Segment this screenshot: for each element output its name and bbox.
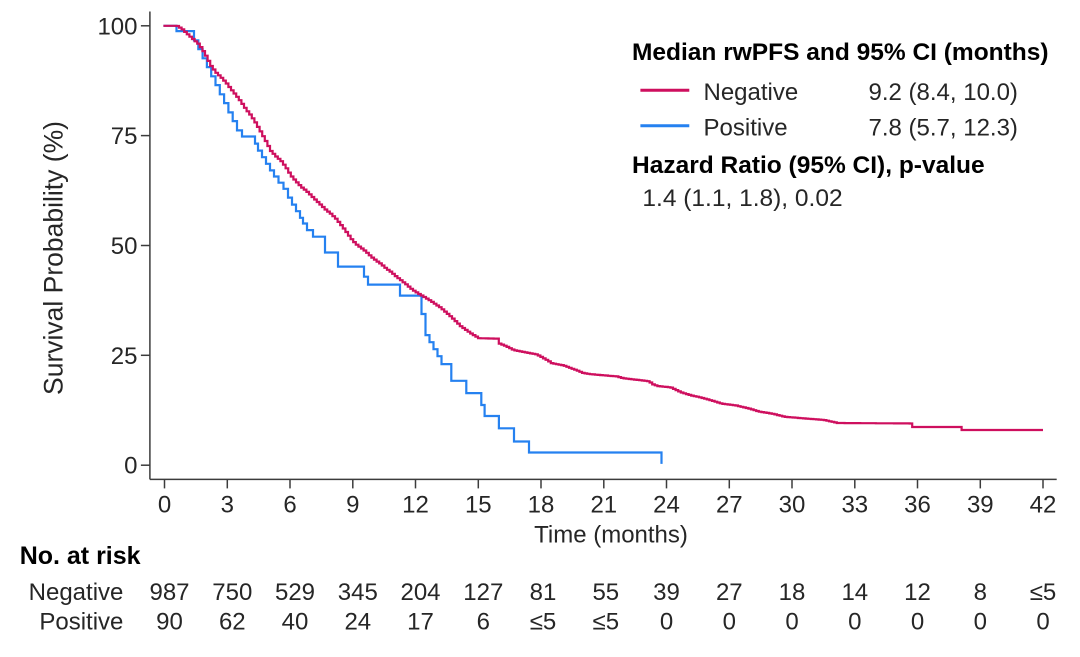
svg-text:Positive: Positive bbox=[704, 114, 788, 141]
svg-text:Negative: Negative bbox=[29, 579, 124, 606]
svg-text:≤5: ≤5 bbox=[1030, 579, 1057, 606]
svg-text:Median rwPFS and 95% CI (month: Median rwPFS and 95% CI (months) bbox=[632, 39, 1049, 66]
svg-text:100: 100 bbox=[97, 13, 137, 40]
svg-text:345: 345 bbox=[338, 579, 378, 606]
svg-text:6: 6 bbox=[283, 492, 296, 519]
svg-text:21: 21 bbox=[590, 492, 617, 519]
svg-text:3: 3 bbox=[221, 492, 234, 519]
svg-text:62: 62 bbox=[219, 609, 246, 636]
svg-text:18: 18 bbox=[528, 492, 555, 519]
svg-text:Survival Probability (%): Survival Probability (%) bbox=[39, 121, 69, 395]
svg-text:75: 75 bbox=[111, 123, 138, 150]
svg-text:39: 39 bbox=[653, 579, 680, 606]
svg-text:12: 12 bbox=[904, 579, 931, 606]
svg-text:27: 27 bbox=[716, 579, 743, 606]
svg-text:14: 14 bbox=[841, 579, 868, 606]
svg-text:0: 0 bbox=[848, 609, 861, 636]
svg-text:6: 6 bbox=[477, 609, 490, 636]
svg-text:987: 987 bbox=[149, 579, 189, 606]
svg-text:18: 18 bbox=[779, 579, 806, 606]
svg-text:24: 24 bbox=[653, 492, 680, 519]
svg-text:81: 81 bbox=[530, 579, 557, 606]
svg-text:17: 17 bbox=[407, 609, 434, 636]
svg-text:30: 30 bbox=[779, 492, 806, 519]
svg-text:50: 50 bbox=[111, 233, 138, 260]
svg-text:1.4 (1.1, 1.8), 0.02: 1.4 (1.1, 1.8), 0.02 bbox=[642, 185, 842, 212]
svg-text:204: 204 bbox=[400, 579, 440, 606]
svg-text:8: 8 bbox=[974, 579, 987, 606]
svg-text:Positive: Positive bbox=[39, 609, 123, 636]
svg-text:750: 750 bbox=[212, 579, 252, 606]
svg-text:27: 27 bbox=[716, 492, 743, 519]
svg-text:0: 0 bbox=[660, 609, 673, 636]
svg-text:0: 0 bbox=[124, 453, 137, 480]
svg-text:Negative: Negative bbox=[704, 79, 799, 106]
svg-text:0: 0 bbox=[1036, 609, 1049, 636]
svg-text:40: 40 bbox=[282, 609, 309, 636]
svg-text:9: 9 bbox=[346, 492, 359, 519]
svg-text:9.2 (8.4, 10.0): 9.2 (8.4, 10.0) bbox=[869, 79, 1018, 106]
svg-text:≤5: ≤5 bbox=[593, 609, 620, 636]
svg-text:0: 0 bbox=[911, 609, 924, 636]
svg-text:7.8 (5.7, 12.3): 7.8 (5.7, 12.3) bbox=[869, 114, 1018, 141]
svg-text:0: 0 bbox=[723, 609, 736, 636]
svg-text:0: 0 bbox=[785, 609, 798, 636]
svg-text:≤5: ≤5 bbox=[530, 609, 557, 636]
svg-text:24: 24 bbox=[344, 609, 371, 636]
svg-text:0: 0 bbox=[974, 609, 987, 636]
svg-text:15: 15 bbox=[465, 492, 492, 519]
svg-text:0: 0 bbox=[158, 492, 171, 519]
svg-text:127: 127 bbox=[463, 579, 503, 606]
svg-text:42: 42 bbox=[1030, 492, 1057, 519]
svg-text:No. at risk: No. at risk bbox=[20, 542, 141, 570]
svg-text:55: 55 bbox=[592, 579, 619, 606]
svg-text:25: 25 bbox=[111, 343, 138, 370]
svg-text:90: 90 bbox=[156, 609, 183, 636]
svg-text:39: 39 bbox=[967, 492, 994, 519]
svg-text:Hazard Ratio (95% CI), p-value: Hazard Ratio (95% CI), p-value bbox=[632, 152, 985, 179]
svg-text:529: 529 bbox=[275, 579, 315, 606]
svg-text:12: 12 bbox=[402, 492, 429, 519]
svg-text:36: 36 bbox=[904, 492, 931, 519]
svg-text:Time (months): Time (months) bbox=[534, 522, 688, 549]
svg-text:33: 33 bbox=[841, 492, 868, 519]
